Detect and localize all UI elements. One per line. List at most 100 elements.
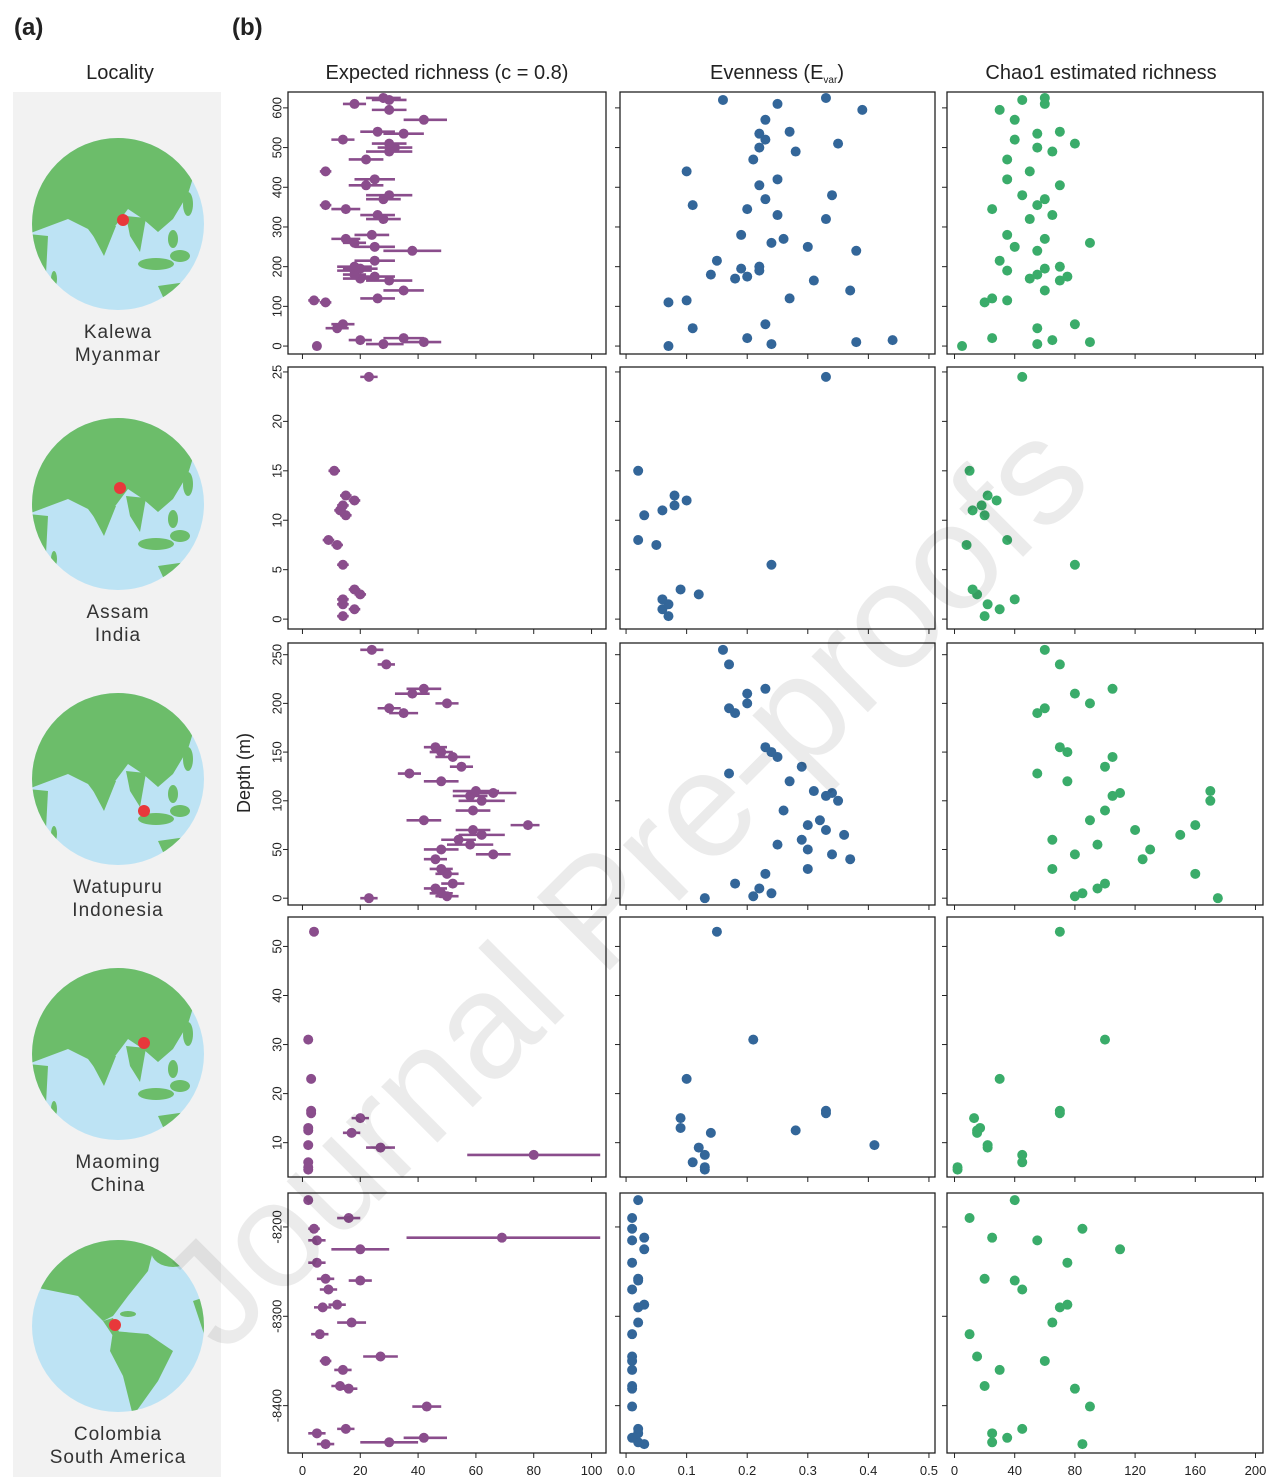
data-point [887, 335, 898, 346]
data-point [1092, 883, 1103, 894]
data-point [355, 1275, 366, 1286]
data-point [447, 878, 458, 889]
data-point [1002, 265, 1013, 276]
data-point [663, 341, 674, 352]
panel-frame [287, 366, 607, 630]
data-point [355, 1244, 366, 1255]
x-tick-label: 200 [1245, 1463, 1267, 1478]
data-point [961, 539, 972, 550]
data-point [796, 834, 807, 845]
data-point [311, 1235, 322, 1246]
y-tick-label: -8200 [269, 1210, 284, 1243]
data-point [1077, 888, 1088, 899]
data-point [453, 834, 464, 845]
data-point [627, 1223, 638, 1234]
data-point [337, 1364, 348, 1375]
data-point [1047, 1317, 1058, 1328]
data-point [384, 104, 395, 115]
data-point [827, 849, 838, 860]
data-point [1092, 839, 1103, 850]
data-point [1145, 844, 1156, 855]
data-point [476, 829, 487, 840]
data-point [346, 1127, 357, 1138]
data-point [468, 805, 479, 816]
data-point [796, 761, 807, 772]
locality-marker-icon [138, 805, 150, 817]
data-point [693, 589, 704, 600]
data-point [320, 1273, 331, 1284]
panel-assam-richness: 0 5 10 15 20 25 [269, 365, 607, 634]
data-point [1009, 114, 1020, 125]
data-point [687, 200, 698, 211]
data-point [1002, 229, 1013, 240]
x-tick-label: 0 [299, 1463, 306, 1478]
data-point [1017, 190, 1028, 201]
data-point [407, 688, 418, 699]
data-point [314, 1329, 325, 1340]
data-point [1212, 893, 1223, 904]
data-point [337, 594, 348, 605]
data-point [384, 275, 395, 286]
data-point [754, 180, 765, 191]
data-point [1032, 339, 1043, 350]
data-point [784, 126, 795, 137]
data-point [303, 1140, 314, 1151]
data-point [687, 1157, 698, 1168]
data-point [1069, 891, 1080, 902]
data-point [717, 644, 728, 655]
data-point [369, 271, 380, 282]
locality-region: Indonesia [72, 900, 163, 921]
panel-watupuru-richness: 0 50 100 150 200 250 [269, 642, 607, 910]
data-point [772, 210, 783, 221]
y-tick-label: 50 [269, 939, 284, 953]
data-point [742, 333, 753, 344]
data-point [1062, 1299, 1073, 1310]
data-point [687, 323, 698, 334]
data-point [1054, 1105, 1065, 1116]
data-point [760, 319, 771, 330]
data-point [627, 1284, 638, 1295]
data-point [1009, 241, 1020, 252]
data-point [1039, 263, 1050, 274]
y-tick-label: 50 [269, 842, 284, 856]
data-point [814, 815, 825, 826]
locality-name: Kalewa [84, 322, 152, 343]
panel-maoming-richness: 10 20 30 40 50 [269, 916, 607, 1182]
data-point [675, 1113, 686, 1124]
data-point [1107, 790, 1118, 801]
panel-frame [946, 642, 1264, 906]
x-tick-label: 0.1 [678, 1463, 696, 1478]
data-point [979, 1380, 990, 1391]
data-point [964, 465, 975, 476]
data-point [1009, 1195, 1020, 1206]
data-point [1047, 335, 1058, 346]
data-point [1002, 535, 1013, 546]
data-point [820, 1105, 831, 1116]
data-point [994, 604, 1005, 615]
data-point [1100, 761, 1110, 772]
y-tick-label: 5 [269, 566, 284, 573]
data-point [366, 644, 377, 655]
data-point [372, 293, 383, 304]
data-point [332, 1299, 343, 1310]
data-point [329, 465, 340, 476]
data-point [1069, 138, 1080, 149]
panel-kalewa-richness: 0 100 200 300 400 500 600 [269, 91, 607, 359]
y-tick-label: 600 [269, 97, 284, 119]
data-point [311, 1428, 322, 1439]
data-point [994, 1073, 1005, 1084]
data-point [337, 319, 348, 330]
data-point [349, 495, 360, 506]
data-point [1115, 787, 1126, 798]
panel-watupuru-chao1 [942, 642, 1264, 910]
data-point [639, 1299, 650, 1310]
panel-watupuru-evenness [615, 642, 936, 910]
data-point [1032, 128, 1043, 139]
data-point [355, 1113, 366, 1124]
data-point [320, 200, 331, 211]
locality-header: Locality [86, 62, 154, 84]
data-point [1002, 174, 1013, 185]
data-point [979, 297, 990, 308]
y-tick-label: 200 [269, 693, 284, 715]
data-point [456, 761, 467, 772]
